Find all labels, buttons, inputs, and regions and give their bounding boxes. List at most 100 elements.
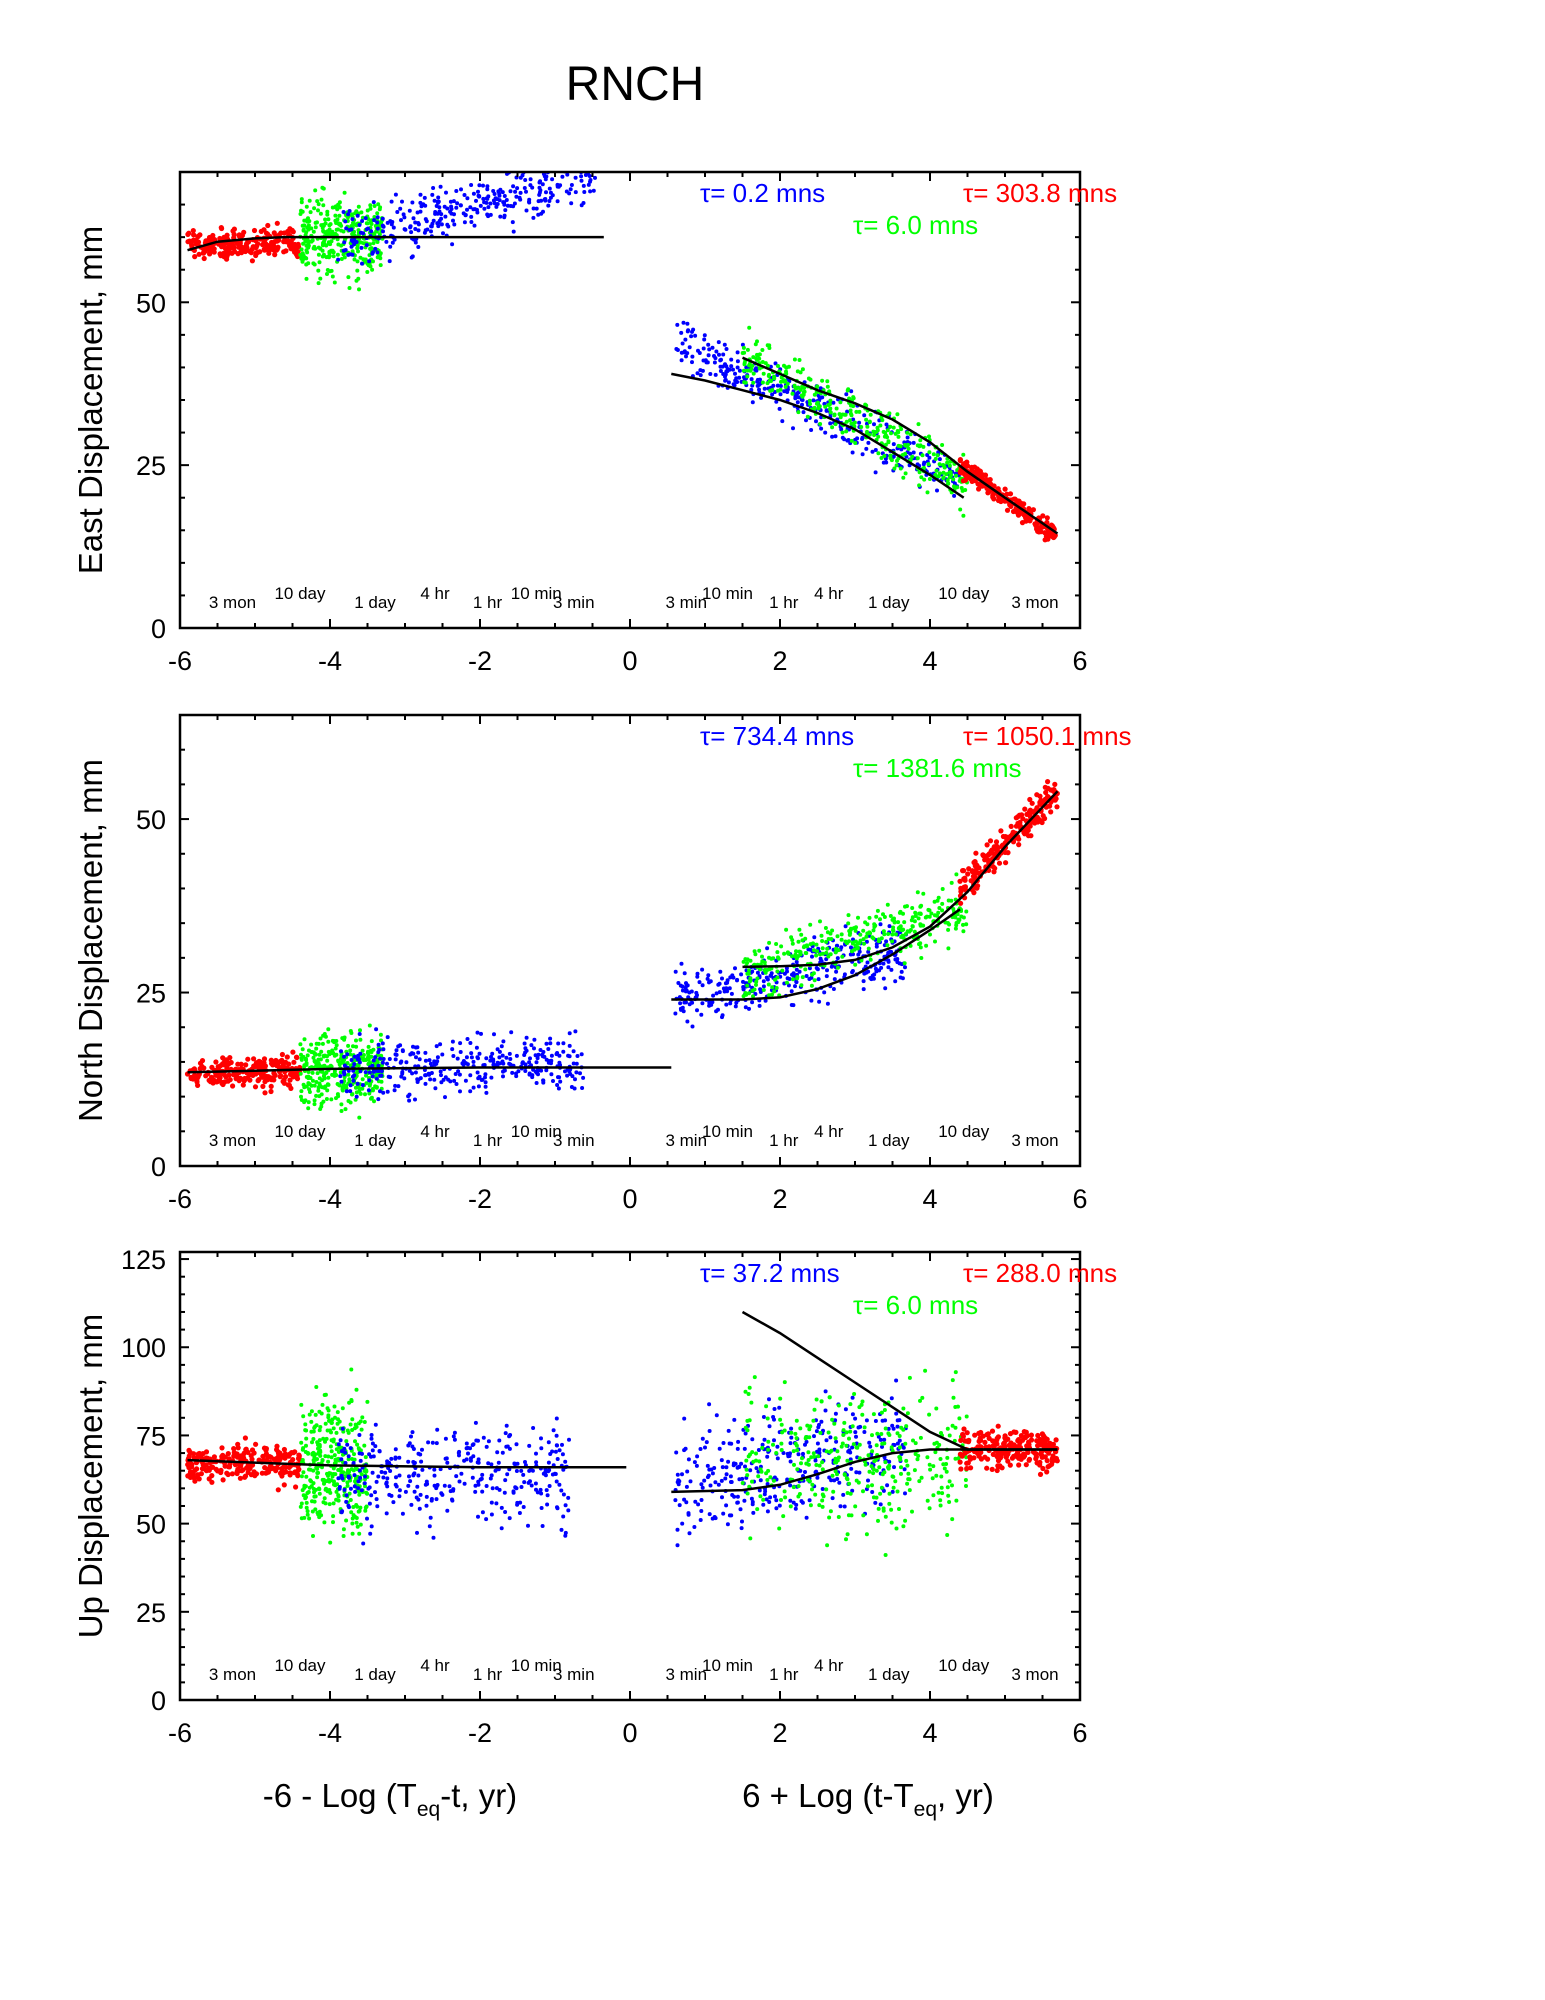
point-blue-pre (464, 1055, 469, 1060)
point-blue-pre (440, 1492, 445, 1497)
point-blue-post (878, 1437, 883, 1442)
point-blue-post (778, 392, 783, 397)
point-red-pre (231, 226, 237, 232)
point-green-pre (318, 1425, 323, 1429)
point-green-post (805, 414, 810, 419)
point-blue-pre (569, 201, 574, 206)
point-green-pre (299, 1501, 304, 1506)
point-blue-post (772, 1475, 777, 1480)
point-blue-pre (356, 1486, 361, 1491)
point-green-pre (332, 1453, 337, 1458)
point-green-post (858, 938, 863, 943)
point-red-pre (277, 1457, 283, 1463)
point-red-pre (287, 1077, 293, 1083)
point-blue-post (735, 359, 740, 364)
point-blue-pre (342, 1054, 346, 1059)
point-green-pre (331, 1520, 335, 1525)
point-blue-post (892, 1465, 896, 1470)
point-green-pre (306, 1106, 311, 1111)
point-red-pre (199, 1058, 206, 1064)
point-blue-pre (495, 1450, 500, 1455)
point-green-post (836, 948, 841, 953)
point-blue-post (804, 974, 809, 978)
point-blue-pre (418, 192, 423, 197)
point-blue-pre (481, 196, 486, 201)
point-blue-pre (488, 201, 493, 206)
point-blue-pre (567, 191, 572, 196)
point-green-post (891, 928, 896, 933)
point-green-post (890, 939, 895, 944)
point-blue-pre (557, 1075, 562, 1080)
point-green-post (808, 402, 812, 406)
point-green-pre (339, 223, 344, 228)
fit-line (742, 356, 1059, 535)
point-red-pre (243, 1062, 249, 1068)
point-green-post (785, 980, 789, 985)
point-blue-pre (428, 1515, 433, 1520)
point-blue-post (840, 435, 845, 440)
point-green-post (741, 368, 746, 373)
point-blue-pre (350, 217, 355, 222)
point-blue-post (700, 1485, 705, 1490)
point-red-pre (191, 232, 197, 238)
point-blue-pre (476, 193, 481, 198)
point-green-post (926, 462, 931, 467)
point-blue-pre (578, 155, 582, 159)
point-green-post (953, 926, 958, 931)
point-blue-pre (378, 1056, 383, 1061)
point-green-post (799, 932, 804, 937)
point-blue-pre (531, 1426, 536, 1430)
point-green-post (812, 978, 817, 983)
point-blue-pre (500, 190, 505, 195)
point-blue-post (894, 1411, 899, 1416)
point-green-post (742, 362, 747, 367)
point-blue-pre (399, 1059, 404, 1064)
point-green-pre (305, 1512, 310, 1517)
point-blue-pre (420, 1467, 425, 1472)
point-green-pre (375, 240, 380, 244)
point-blue-post (732, 1417, 737, 1422)
point-blue-post (712, 360, 717, 365)
point-green-pre (304, 1436, 309, 1441)
point-blue-pre (384, 1481, 389, 1486)
point-blue-pre (429, 1497, 434, 1501)
point-red-pre (237, 1475, 243, 1481)
point-blue-pre (519, 1485, 524, 1489)
point-blue-post (815, 1441, 820, 1446)
point-green-post (921, 891, 926, 896)
point-blue-pre (438, 184, 443, 189)
point-red-post (1022, 831, 1028, 837)
point-blue-pre (397, 1473, 402, 1478)
point-green-pre (341, 229, 346, 234)
point-green-post (751, 380, 756, 385)
point-green-post (797, 927, 802, 932)
point-green-post (807, 398, 812, 403)
point-blue-pre (379, 1073, 384, 1078)
point-green-post (852, 420, 857, 425)
point-blue-pre (528, 1056, 532, 1061)
point-green-post (796, 939, 801, 944)
point-blue-pre (375, 220, 380, 225)
point-blue-post (694, 995, 699, 1000)
point-blue-post (724, 1465, 729, 1470)
point-red-post (1004, 507, 1011, 513)
point-green-pre (299, 1098, 304, 1102)
point-green-pre (312, 1059, 317, 1064)
point-green-post (956, 920, 961, 925)
point-blue-pre (461, 1062, 466, 1067)
point-green-post (937, 462, 942, 467)
point-red-pre (189, 242, 195, 248)
point-green-post (879, 936, 884, 941)
point-blue-post (699, 1509, 704, 1513)
point-green-pre (304, 1057, 309, 1062)
point-red-pre (192, 254, 198, 260)
point-blue-pre (415, 1530, 419, 1535)
point-green-pre (360, 1415, 365, 1420)
point-blue-pre (369, 229, 374, 234)
y-tick-label: 50 (136, 805, 166, 835)
point-blue-post (679, 330, 684, 335)
point-green-pre (307, 1048, 311, 1053)
point-green-pre (307, 1087, 312, 1092)
point-red-pre (293, 1484, 299, 1490)
point-blue-post (761, 1502, 766, 1507)
